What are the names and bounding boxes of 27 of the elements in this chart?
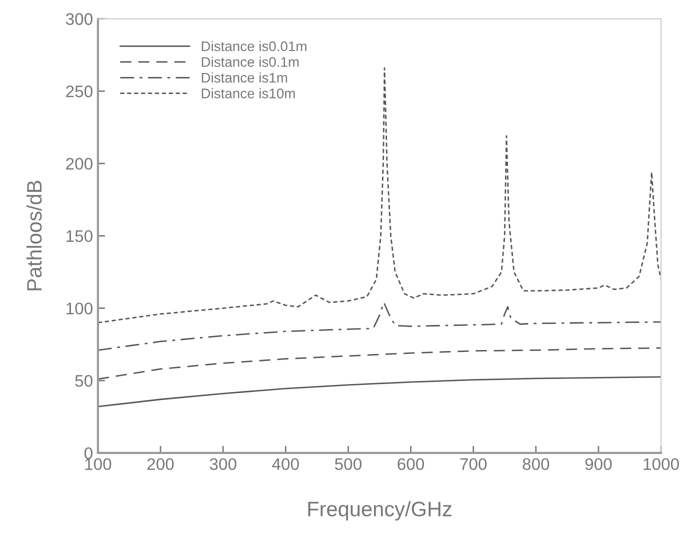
x-tick-label: 700 [460,458,487,470]
x-tick-label: 300 [210,458,236,470]
line-series [98,376,662,408]
x-tick-label: 600 [398,458,424,470]
y-tick-label: 50 [75,374,92,387]
line-series [98,347,662,380]
x-tick-label: 500 [334,458,362,470]
x-tick-label: 800 [522,458,550,470]
y-tick-label: 150 [66,230,92,242]
y-tick-label: 200 [66,158,92,170]
x-axis-title: Frequency/GHz [308,501,452,521]
y-tick-label: 300 [66,13,92,25]
legend-label: Distance is1m [202,72,288,83]
y-tick-label: 0 [84,447,92,460]
x-tick-label: 100 [85,458,112,470]
x-tick-label: 1000 [644,458,679,470]
x-tick-label: 900 [585,458,612,470]
y-tick-label: 250 [66,86,92,98]
legend-label: Distance is10m [202,88,295,98]
legend-label: Distance is0.1m [202,56,299,67]
y-axis-title: Pathloos/dB [26,180,42,290]
line-series [98,67,662,324]
x-tick-label: 400 [272,458,299,470]
legend-label: Distance is0.01m [202,40,306,52]
y-tick-label: 100 [66,302,92,314]
line-series [98,302,662,351]
x-tick-label: 200 [147,458,174,470]
